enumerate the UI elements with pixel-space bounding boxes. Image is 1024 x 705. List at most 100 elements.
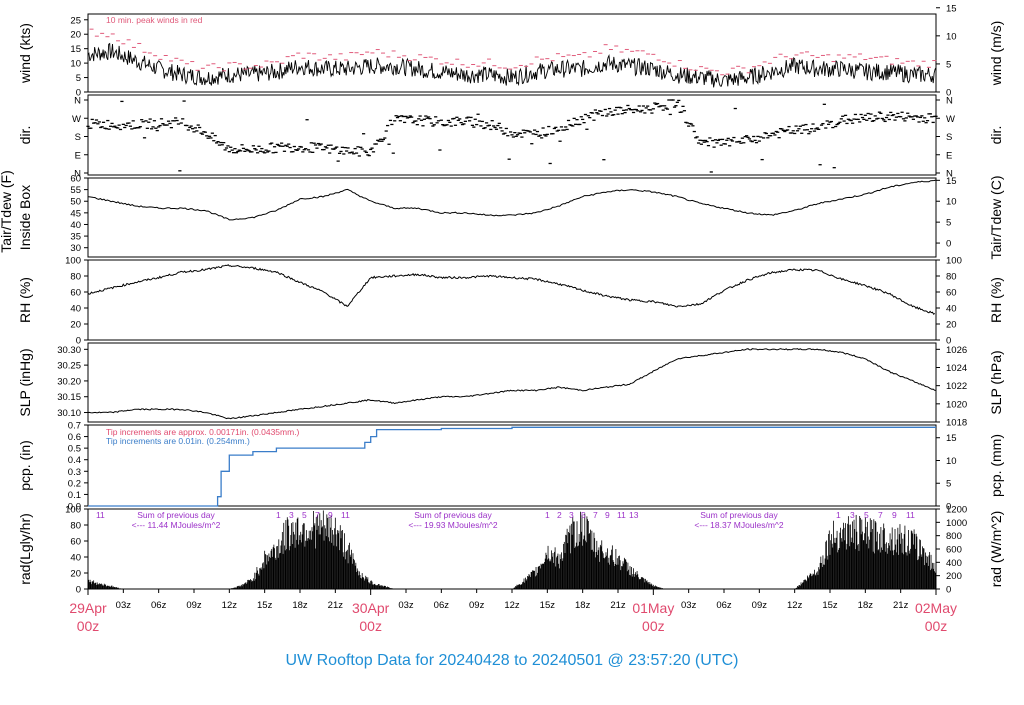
time-tick-label: 18z xyxy=(292,600,308,611)
time-tick-label: 21z xyxy=(610,600,626,611)
time-tick-label: 09z xyxy=(186,600,202,611)
rad-left-tick-label: 0 xyxy=(76,585,81,596)
pressure-left-tick-label: 30.30 xyxy=(57,345,81,356)
time-tick-label: 03z xyxy=(681,600,697,611)
temperature-right-tick-label: 5 xyxy=(946,218,951,229)
time-tick-label: 06z xyxy=(151,600,167,611)
rh-right-tick-label: 60 xyxy=(946,288,957,299)
temp-left-axis-label: Tair/Tdew (F) xyxy=(0,170,14,252)
rad-marker-label: 11 xyxy=(341,510,350,520)
rad-daily-sum: <--- 19.93 MJoules/m^2 xyxy=(408,520,498,530)
wind-left-axis-label: wind (kts) xyxy=(17,23,33,84)
rad-marker-label: 7 xyxy=(315,510,320,520)
dir-left-tick-label: S xyxy=(75,132,81,143)
dir-left-tick-label: N xyxy=(74,169,81,180)
pressure-right-tick-label: 1024 xyxy=(946,363,967,374)
rad-previous-day-label: Sum of previous day xyxy=(137,510,215,520)
pressure-right-tick-label: 1026 xyxy=(946,345,967,356)
wind-left-tick-label: 5 xyxy=(76,73,81,84)
rad-marker-label: 9 xyxy=(605,510,610,520)
panel-frame-5 xyxy=(87,342,937,423)
dir-right-tick-label: S xyxy=(946,132,952,143)
rad-marker-label: 9 xyxy=(328,510,333,520)
rad-left-tick-label: 20 xyxy=(70,569,81,580)
pcp-right-tick-label: 10 xyxy=(946,456,957,467)
series-pressure xyxy=(87,348,937,420)
rad-previous-day-label: Sum of previous day xyxy=(700,510,778,520)
rad-marker-label: 11 xyxy=(617,510,626,520)
temperature-right-tick-label: 10 xyxy=(946,197,957,208)
rad-marker-label: 1 xyxy=(96,510,101,520)
wind-left-tick-label: 10 xyxy=(70,59,81,70)
dir-left-tick-label: E xyxy=(75,150,81,161)
day-label-hour: 00z xyxy=(925,618,948,634)
panel-frame-1 xyxy=(87,13,937,93)
temperature-left-tick-label: 60 xyxy=(70,174,81,185)
temperature-left-tick-label: 45 xyxy=(70,208,81,219)
rh-left-tick-label: 60 xyxy=(70,288,81,299)
rad-marker-label: 1 xyxy=(276,510,281,520)
temp-left-axis-label2: Inside Box xyxy=(17,185,33,250)
wind-right-tick-label: 5 xyxy=(946,59,951,70)
pressure-right-tick-label: 1018 xyxy=(946,418,967,429)
slp-left-axis-label: SLP (inHg) xyxy=(17,348,33,416)
rad-daily-sum: <--- 18.37 MJoules/m^2 xyxy=(694,520,784,530)
panel-frame-2 xyxy=(87,94,937,176)
time-tick-label: 15z xyxy=(822,600,838,611)
pressure-left-tick-label: 30.25 xyxy=(57,361,81,372)
pressure-left-tick-label: 30.15 xyxy=(57,392,81,403)
time-tick-label: 12z xyxy=(222,600,238,611)
rad-right-tick-label: 200 xyxy=(946,571,962,582)
rad-marker-label: 13 xyxy=(629,510,639,520)
series-temperature xyxy=(87,179,937,221)
wind-left-tick-label: 0 xyxy=(76,88,81,99)
time-tick-label: 18z xyxy=(858,600,874,611)
temperature-right-axis-label: Tair/Tdew (C) xyxy=(988,175,1004,259)
wind-speed-series xyxy=(87,42,937,88)
dir-left-axis-label: dir. xyxy=(17,126,33,145)
pcp-annotation-approx: Tip increments are approx. 0.00171in. (0… xyxy=(106,427,300,437)
rh-left-tick-label: 100 xyxy=(65,256,81,267)
rh-right-tick-label: 40 xyxy=(946,304,957,315)
pressure-right-axis-label: SLP (hPa) xyxy=(988,350,1004,414)
panel-frame-6 xyxy=(87,424,937,507)
rad-right-tick-label: 1200 xyxy=(946,505,967,516)
dir-left-tick-label: W xyxy=(72,114,81,125)
rh-right-axis-label: RH (%) xyxy=(988,277,1004,323)
rad-marker-label: 7 xyxy=(593,510,598,520)
pressure-left-tick-label: 30.20 xyxy=(57,376,81,387)
rad-left-tick-label: 80 xyxy=(70,521,81,532)
pcp-left-tick-label: 0.3 xyxy=(68,467,81,478)
rh-right-tick-label: 0 xyxy=(946,336,951,347)
pressure-left-tick-label: 30.10 xyxy=(57,408,81,419)
temperature-left-tick-label: 30 xyxy=(70,243,81,254)
rad-marker-label: 9 xyxy=(892,510,897,520)
rh-right-tick-label: 80 xyxy=(946,272,957,283)
rad-marker-label: 1 xyxy=(545,510,550,520)
temperature-right-tick-label: 15 xyxy=(946,176,957,187)
radiation-series xyxy=(87,510,936,589)
pressure-right-tick-label: 1022 xyxy=(946,381,967,392)
dir-right-axis-label: dir. xyxy=(988,126,1004,145)
time-tick-label: 06z xyxy=(434,600,450,611)
wind-right-axis-label: wind (m/s) xyxy=(988,21,1004,87)
wind-right-tick-label: 0 xyxy=(946,88,951,99)
rad-right-tick-label: 400 xyxy=(946,558,962,569)
pcp-right-tick-label: 5 xyxy=(946,479,951,490)
day-label-hour: 00z xyxy=(642,618,665,634)
time-tick-label: 06z xyxy=(716,600,732,611)
rad-right-tick-label: 0 xyxy=(946,585,951,596)
time-tick-label: 12z xyxy=(787,600,803,611)
time-tick-label: 09z xyxy=(752,600,768,611)
rh-left-tick-label: 40 xyxy=(70,304,81,315)
dir-right-tick-label: W xyxy=(946,114,955,125)
rad-right-tick-label: 600 xyxy=(946,545,962,556)
rad-right-tick-label: 1000 xyxy=(946,518,967,529)
rad-marker-label: 11 xyxy=(906,510,915,520)
wind-left-tick-label: 25 xyxy=(70,15,81,26)
rad-marker-label: 5 xyxy=(864,510,869,520)
wind-annotation: 10 min. peak winds in red xyxy=(106,15,203,25)
pcp-right-axis-label: pcp. (mm) xyxy=(988,434,1004,497)
time-tick-label: 03z xyxy=(398,600,414,611)
